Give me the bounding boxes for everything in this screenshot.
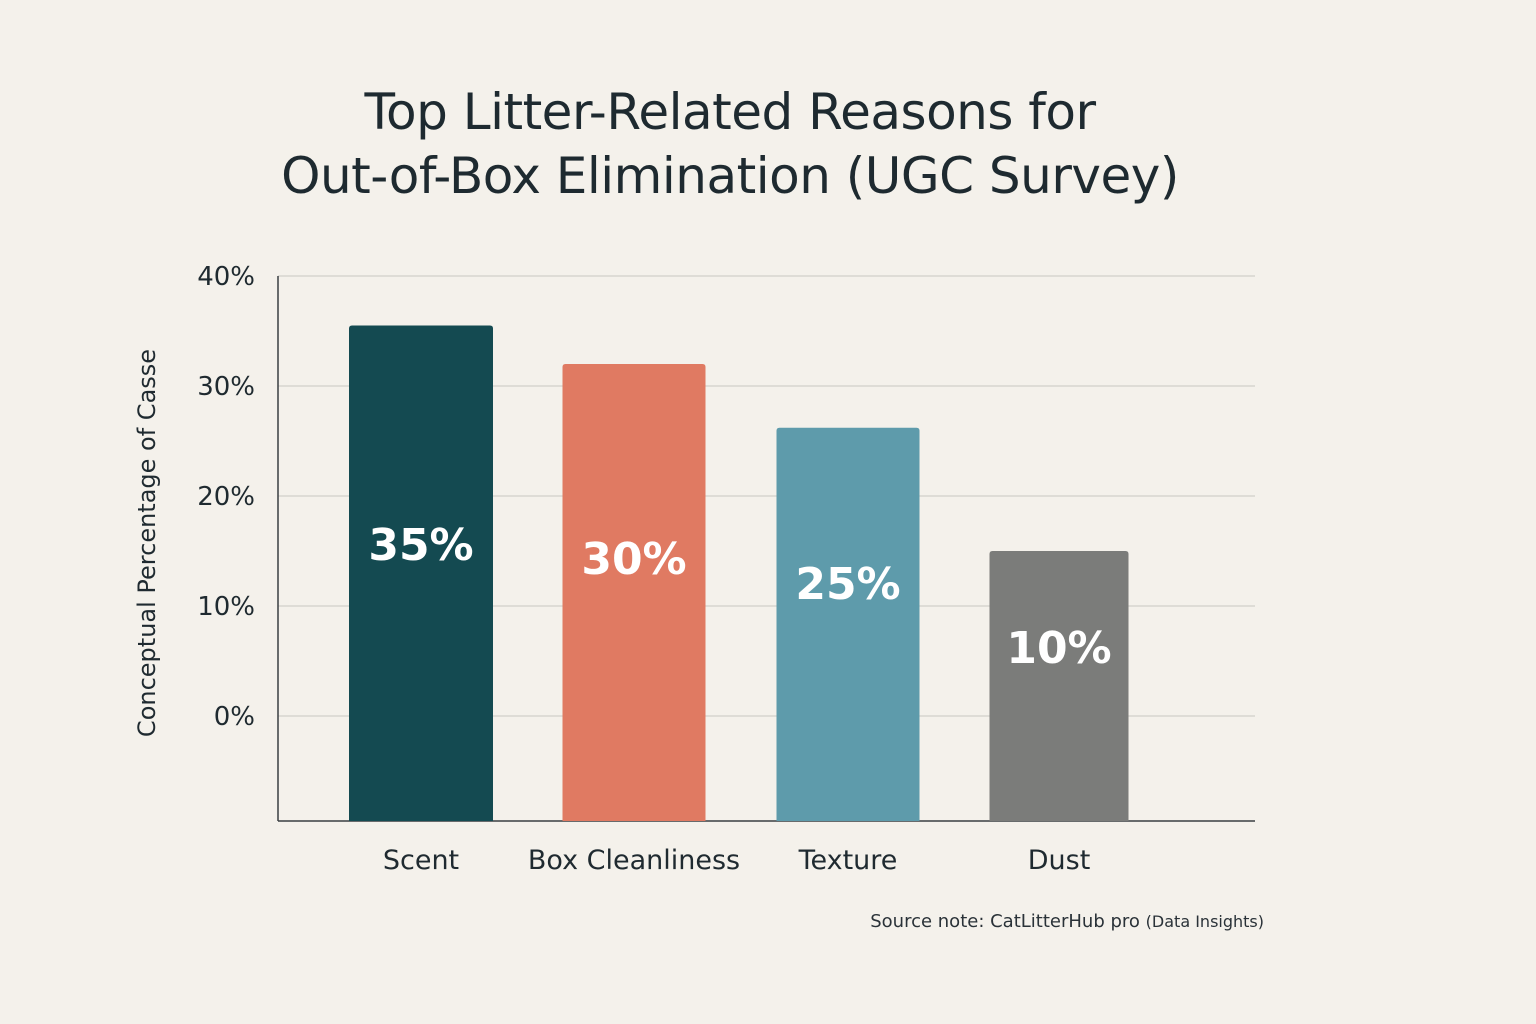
data-labels: 35% 30% 25% 10% — [368, 520, 1111, 674]
chart-title-line-1: Top Litter-Related Reasons for — [364, 83, 1096, 141]
bar-scent — [349, 325, 493, 821]
data-label: 30% — [581, 534, 686, 585]
y-tick-label: 0% — [214, 702, 255, 732]
y-tick-label: 10% — [197, 592, 255, 622]
bar-box-cleanliness — [562, 364, 706, 821]
y-tick-label: 40% — [197, 262, 255, 292]
y-tick-label: 20% — [197, 482, 255, 512]
data-label: 25% — [795, 559, 900, 610]
bar-dust — [989, 551, 1129, 821]
source-note-detail: (Data Insights) — [1145, 912, 1264, 931]
x-tick-labels: Scent Box Cleanliness Texture Dust — [383, 845, 1090, 876]
data-label: 35% — [368, 520, 473, 571]
x-tick-label: Texture — [798, 845, 898, 876]
source-note-main: Source note: CatLitterHub pro — [870, 911, 1140, 932]
source-note: Source note: CatLitterHub pro (Data Insi… — [870, 911, 1264, 932]
y-tick-labels: 0% 10% 20% 30% 40% — [197, 262, 255, 732]
x-tick-label: Scent — [383, 845, 459, 876]
data-label: 10% — [1006, 623, 1111, 674]
chart-title: Top Litter-Related Reasons for Out-of-Bo… — [160, 80, 1300, 208]
bar-texture — [776, 427, 920, 821]
chart-title-line-2: Out-of-Box Elimination (UGC Survey) — [281, 147, 1179, 205]
y-axis-label: Conceptual Percentage of Casse — [133, 349, 161, 737]
x-tick-label: Dust — [1028, 845, 1091, 876]
bars — [349, 325, 1129, 821]
y-tick-label: 30% — [197, 372, 255, 402]
x-tick-label: Box Cleanliness — [528, 845, 740, 876]
